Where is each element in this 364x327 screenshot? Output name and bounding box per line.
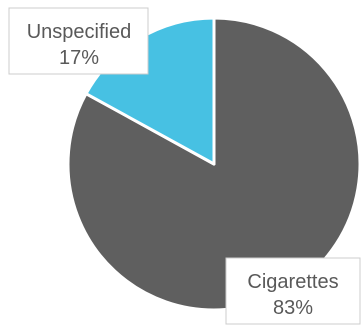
label-unspecified: Unspecified 17% [8,7,149,75]
label-cigarettes-value: 83% [273,297,313,319]
label-unspecified-name: Unspecified [27,21,132,43]
label-box-cigarettes [225,257,361,325]
label-cigarettes-name: Cigarettes [247,271,338,293]
label-unspecified-value: 17% [59,47,99,69]
label-cigarettes: Cigarettes 83% [225,257,361,325]
pie-slices [66,16,362,312]
label-box-unspecified [8,7,149,75]
